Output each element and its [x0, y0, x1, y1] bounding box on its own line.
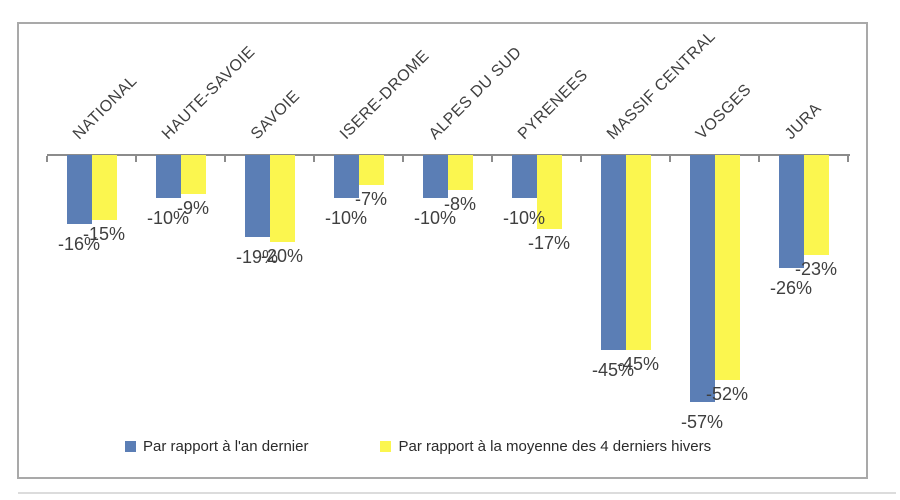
legend-item-series2: Par rapport à la moyenne des 4 derniers … [380, 438, 711, 455]
category-label: NATIONAL [69, 72, 141, 143]
x-axis-tick [669, 156, 671, 162]
value-label-series1: -45% [591, 359, 635, 380]
bar-series2-vosges [714, 155, 740, 381]
value-label-series2: -23% [794, 258, 838, 279]
x-axis-tick [402, 156, 404, 162]
value-label-series2: -15% [82, 223, 126, 244]
category-label: ALPES DU SUD [425, 43, 525, 144]
category-label: SAVOIE [247, 87, 303, 143]
value-label-series1: -19% [235, 247, 279, 268]
x-axis-tick [758, 156, 760, 162]
x-axis-tick [224, 156, 226, 162]
bar-series2-jura [803, 155, 829, 255]
value-label-series1: -10% [413, 208, 457, 229]
bar-series2-massif-central [625, 155, 651, 350]
value-label-series2: -17% [527, 232, 571, 253]
value-label-series2: -7% [354, 189, 388, 210]
value-label-series2: -52% [705, 384, 749, 405]
x-axis-tick [580, 156, 582, 162]
x-axis-tick [313, 156, 315, 162]
category-label: JURA [781, 100, 825, 143]
bar-series1-alpes-du-sud [422, 155, 448, 199]
category-label: VOSGES [692, 81, 755, 143]
bar-series1-pyrenees [511, 155, 537, 199]
legend-swatch-yellow [380, 441, 392, 452]
value-label-series1: -10% [502, 208, 546, 229]
legend-swatch-blue [125, 441, 136, 452]
bar-series1-vosges [689, 155, 715, 402]
bar-series2-alpes-du-sud [447, 155, 473, 190]
value-label-series1: -26% [769, 277, 813, 298]
legend-item-series1: Par rapport à l'an dernier [125, 438, 308, 455]
page-bottom-divider [18, 492, 896, 494]
bar-series2-savoie [269, 155, 295, 242]
bar-series1-savoie [244, 155, 270, 238]
chart-legend: Par rapport à l'an dernier Par rapport à… [125, 438, 711, 455]
bar-series1-massif-central [600, 155, 626, 350]
bar-series2-isere-drome [358, 155, 384, 186]
legend-label-series2: Par rapport à la moyenne des 4 derniers … [398, 438, 712, 455]
bar-series1-national [66, 155, 92, 225]
category-label: ISERE-DROME [336, 47, 433, 143]
bar-series1-haute-savoie [155, 155, 181, 199]
category-label: HAUTE-SAVOIE [158, 43, 259, 144]
value-label-series2: -8% [443, 193, 477, 214]
bar-series1-isere-drome [333, 155, 359, 199]
bar-series1-jura [778, 155, 804, 268]
bar-series2-pyrenees [536, 155, 562, 229]
value-label-series2: -9% [176, 197, 210, 218]
value-label-series2: -20% [260, 245, 304, 266]
x-axis-tick [847, 156, 849, 162]
legend-label-series1: Par rapport à l'an dernier [143, 438, 309, 455]
value-label-series1: -16% [57, 234, 101, 255]
value-label-series1: -10% [146, 208, 190, 229]
bar-series2-national [91, 155, 117, 220]
value-label-series1: -57% [680, 411, 724, 432]
category-label: PYRENEES [514, 66, 591, 143]
x-axis-tick [46, 156, 48, 162]
bar-series2-haute-savoie [180, 155, 206, 194]
value-label-series2: -45% [616, 353, 660, 374]
x-axis-tick [491, 156, 493, 162]
value-label-series1: -10% [324, 208, 368, 229]
x-axis-tick [135, 156, 137, 162]
